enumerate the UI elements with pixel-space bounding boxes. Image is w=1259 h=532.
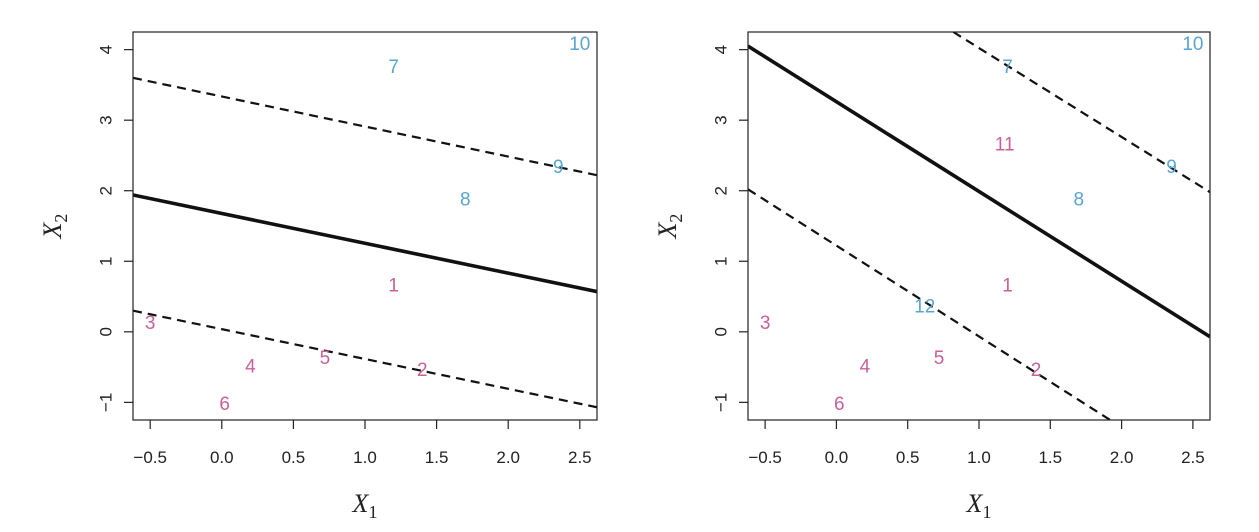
x-tick-label: −0.5: [133, 448, 167, 467]
data-point-label: 4: [245, 357, 256, 378]
margin-line: [133, 76, 597, 177]
data-point-label: 10: [569, 34, 590, 55]
x-axis-title: X1: [966, 489, 992, 522]
separating-line: [748, 44, 1210, 339]
data-point-label: 1: [1002, 275, 1013, 296]
y-axis-title-main: X: [38, 221, 67, 239]
data-point-label: 8: [1074, 189, 1085, 210]
x-tick-label: 1.0: [967, 448, 991, 467]
x-axis-title-sub: 1: [368, 502, 377, 522]
y-axis-title-sub: 2: [666, 214, 686, 223]
data-point-label: 7: [1002, 57, 1013, 78]
data-point-label: 4: [860, 357, 871, 378]
data-point-label: 6: [219, 394, 230, 415]
y-tick-label: 3: [711, 115, 730, 124]
x-tick-label: 0.5: [896, 448, 920, 467]
y-tick-label: 4: [711, 45, 730, 54]
y-tick-label: 1: [96, 257, 115, 266]
data-point-label: 12: [914, 297, 935, 318]
y-tick-label: 0: [711, 327, 730, 336]
x-tick-label: 1.5: [425, 448, 449, 467]
data-point-label: 8: [460, 189, 471, 210]
lines-group: [748, 32, 1210, 420]
y-axis-title: X2: [38, 214, 71, 240]
data-point-label: 3: [760, 313, 771, 334]
x-tick-label: 1.5: [1038, 448, 1062, 467]
y-tick-label: 3: [96, 115, 115, 124]
data-point-label: 9: [553, 157, 564, 178]
y-axis-title: X2: [653, 214, 686, 240]
y-tick-label: 2: [96, 186, 115, 195]
y-tick-label: 0: [96, 327, 115, 336]
data-point-label: 1: [388, 275, 399, 296]
data-point-label: 3: [145, 313, 156, 334]
y-tick-label: −1: [711, 393, 730, 412]
separating-line: [133, 193, 597, 294]
y-tick-label: −1: [96, 393, 115, 412]
x-tick-label: 2.5: [568, 448, 592, 467]
x-tick-label: 0.0: [825, 448, 849, 467]
y-tick-label: 4: [96, 45, 115, 54]
data-point-label: 2: [1031, 360, 1042, 381]
x-tick-label: 1.0: [353, 448, 377, 467]
lines-group: [133, 76, 597, 409]
data-point-label: 6: [834, 394, 845, 415]
x-tick-label: 0.0: [210, 448, 234, 467]
x-axis-title-main: X: [352, 489, 370, 518]
data-point-label: 2: [417, 360, 428, 381]
data-point-label: 5: [320, 348, 331, 369]
data-point-label: 5: [934, 348, 945, 369]
data-point-label: 7: [388, 57, 399, 78]
data-point-label: 11: [995, 134, 1015, 155]
x-axis-title-main: X: [966, 489, 984, 518]
margin-line: [952, 32, 1210, 194]
margin-line: [748, 188, 1111, 420]
y-tick-label: 1: [711, 257, 730, 266]
x-tick-label: −0.5: [748, 448, 782, 467]
x-tick-label: 2.0: [496, 448, 520, 467]
x-tick-label: 2.0: [1110, 448, 1134, 467]
x-axis-title: X1: [352, 489, 378, 522]
x-tick-label: 2.5: [1181, 448, 1205, 467]
plot-border: [132, 31, 598, 421]
data-point-label: 9: [1166, 157, 1177, 178]
y-tick-label: 2: [711, 186, 730, 195]
margin-line: [133, 309, 597, 409]
x-axis-title-sub: 1: [982, 502, 991, 522]
y-axis-title-main: X: [653, 221, 682, 239]
data-point-label: 10: [1182, 34, 1203, 55]
y-axis-title-sub: 2: [51, 214, 71, 223]
x-tick-label: 0.5: [282, 448, 306, 467]
